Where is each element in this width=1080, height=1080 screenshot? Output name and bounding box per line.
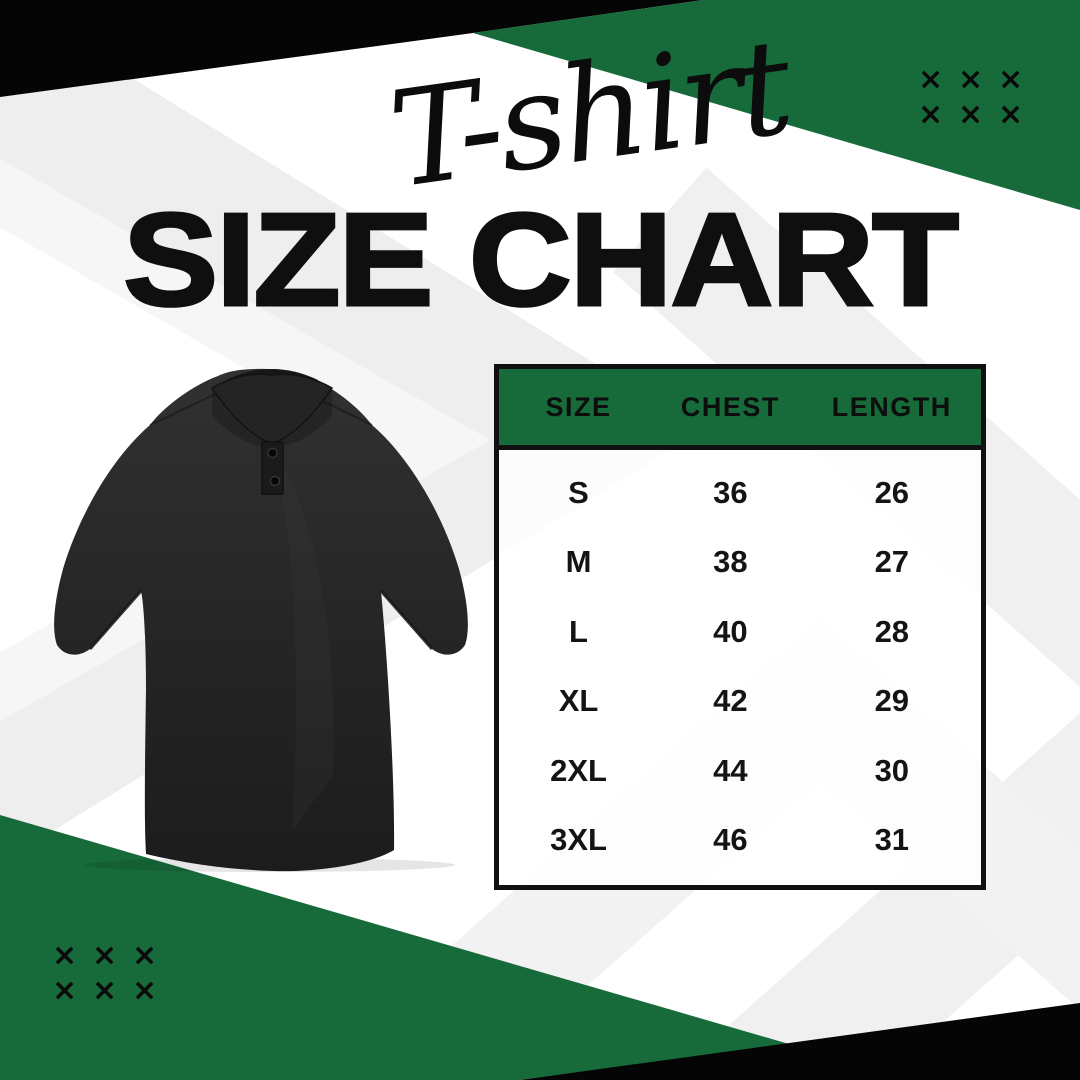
x-mark-icon: × <box>998 97 1024 132</box>
column-header-chest: CHEST <box>680 391 780 422</box>
x-mark-icon: × <box>998 62 1024 97</box>
size-cell: M <box>565 544 592 580</box>
table-row: S 36 26 <box>499 458 981 528</box>
chest-cell: 44 <box>713 752 748 788</box>
length-cell: 31 <box>874 822 910 858</box>
size-cell: 2XL <box>550 752 607 788</box>
x-mark-icon: × <box>918 62 944 97</box>
chest-cell: 38 <box>713 544 748 580</box>
x-mark-icon: × <box>52 938 78 973</box>
table-row: L 40 28 <box>499 597 981 667</box>
x-marks-top-right: × × × × × × <box>918 64 1038 134</box>
length-cell: 28 <box>874 613 910 649</box>
x-mark-icon: × <box>958 62 984 97</box>
size-table: SIZE CHEST LENGTH S 36 26 M 38 27 L 40 2… <box>494 364 986 890</box>
black-polo-shirt-image <box>54 368 468 872</box>
length-cell: 26 <box>874 474 910 510</box>
size-table-header-row: SIZE CHEST LENGTH <box>499 369 981 450</box>
length-cell: 30 <box>874 752 910 788</box>
size-cell: 3XL <box>550 822 607 858</box>
x-mark-icon: × <box>918 97 944 132</box>
chest-cell: 36 <box>713 474 748 510</box>
size-cell: S <box>568 474 589 510</box>
length-cell: 27 <box>874 544 910 580</box>
page-title: SIZE CHART <box>121 186 960 333</box>
chest-cell: 40 <box>713 613 748 649</box>
size-cell: XL <box>558 683 599 719</box>
x-mark-icon: × <box>92 973 118 1008</box>
size-cell: L <box>569 613 588 649</box>
table-row: 2XL 44 30 <box>499 736 981 806</box>
length-cell: 29 <box>874 683 910 719</box>
x-mark-icon: × <box>132 938 158 973</box>
x-mark-icon: × <box>52 973 78 1008</box>
column-header-length: LENGTH <box>831 391 952 422</box>
chest-cell: 42 <box>713 683 748 719</box>
x-mark-icon: × <box>132 973 158 1008</box>
table-row: 3XL 46 31 <box>499 806 981 876</box>
column-header-size: SIZE <box>545 391 612 422</box>
table-row: XL 42 29 <box>499 667 981 737</box>
size-table-body: S 36 26 M 38 27 L 40 28 XL 42 29 2XL 44 <box>499 450 981 885</box>
table-row: M 38 27 <box>499 528 981 598</box>
chest-cell: 46 <box>713 822 748 858</box>
x-mark-icon: × <box>958 97 984 132</box>
x-marks-bottom-left: × × × × × × <box>52 940 172 1010</box>
x-mark-icon: × <box>92 938 118 973</box>
